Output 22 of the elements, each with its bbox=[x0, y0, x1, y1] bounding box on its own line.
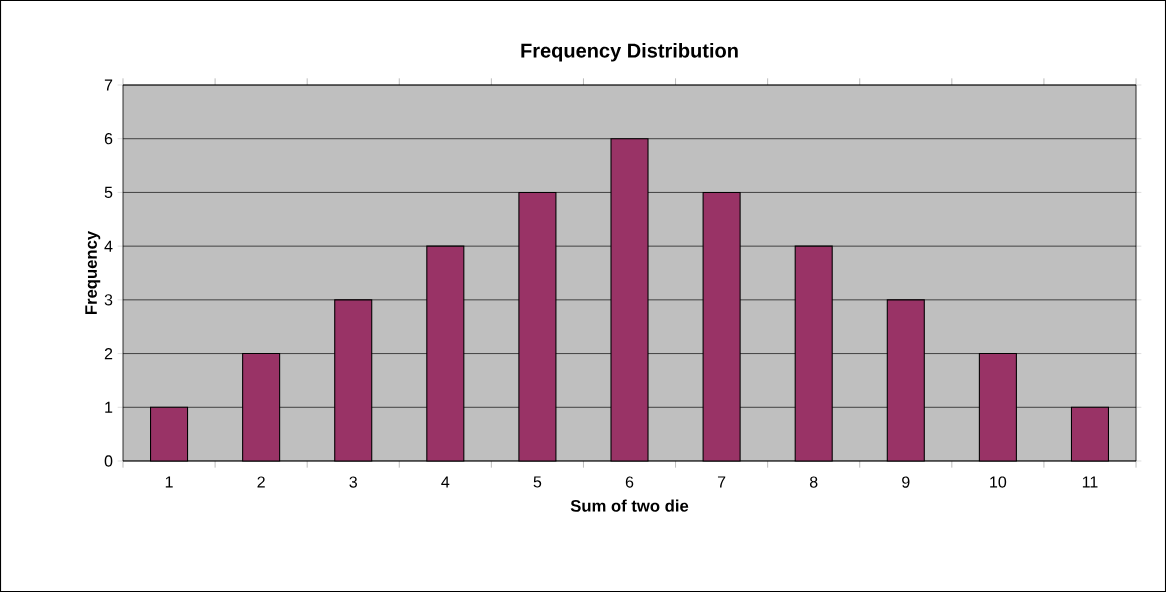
y-tick-label: 2 bbox=[104, 347, 113, 360]
y-axis-title: Frequency bbox=[85, 230, 101, 315]
x-tick-label: 2 bbox=[257, 476, 265, 488]
y-tick-label: 5 bbox=[104, 186, 113, 198]
x-tick-label: 8 bbox=[809, 476, 818, 488]
x-tick-label: 1 bbox=[165, 476, 173, 488]
x-axis-title: Sum of two die bbox=[570, 499, 689, 512]
y-tick-label: 4 bbox=[104, 240, 113, 252]
x-tick-label: 11 bbox=[1082, 476, 1098, 488]
x-tick-label: 10 bbox=[990, 476, 1007, 488]
x-tick-label: 6 bbox=[625, 476, 634, 488]
y-tick-label: 7 bbox=[104, 79, 113, 91]
y-tick-label: 6 bbox=[104, 133, 113, 145]
y-tick-label: 0 bbox=[104, 455, 113, 467]
x-tick-label: 4 bbox=[441, 476, 450, 488]
x-tick-label: 9 bbox=[902, 476, 910, 488]
x-tick-label: 7 bbox=[717, 476, 726, 488]
x-tick-label: 5 bbox=[533, 476, 542, 488]
y-tick-label: 3 bbox=[104, 294, 113, 306]
chart-title: Frequency Distribution bbox=[521, 42, 738, 62]
y-tick-label: 1 bbox=[105, 401, 113, 413]
x-tick-label: 3 bbox=[349, 476, 357, 488]
